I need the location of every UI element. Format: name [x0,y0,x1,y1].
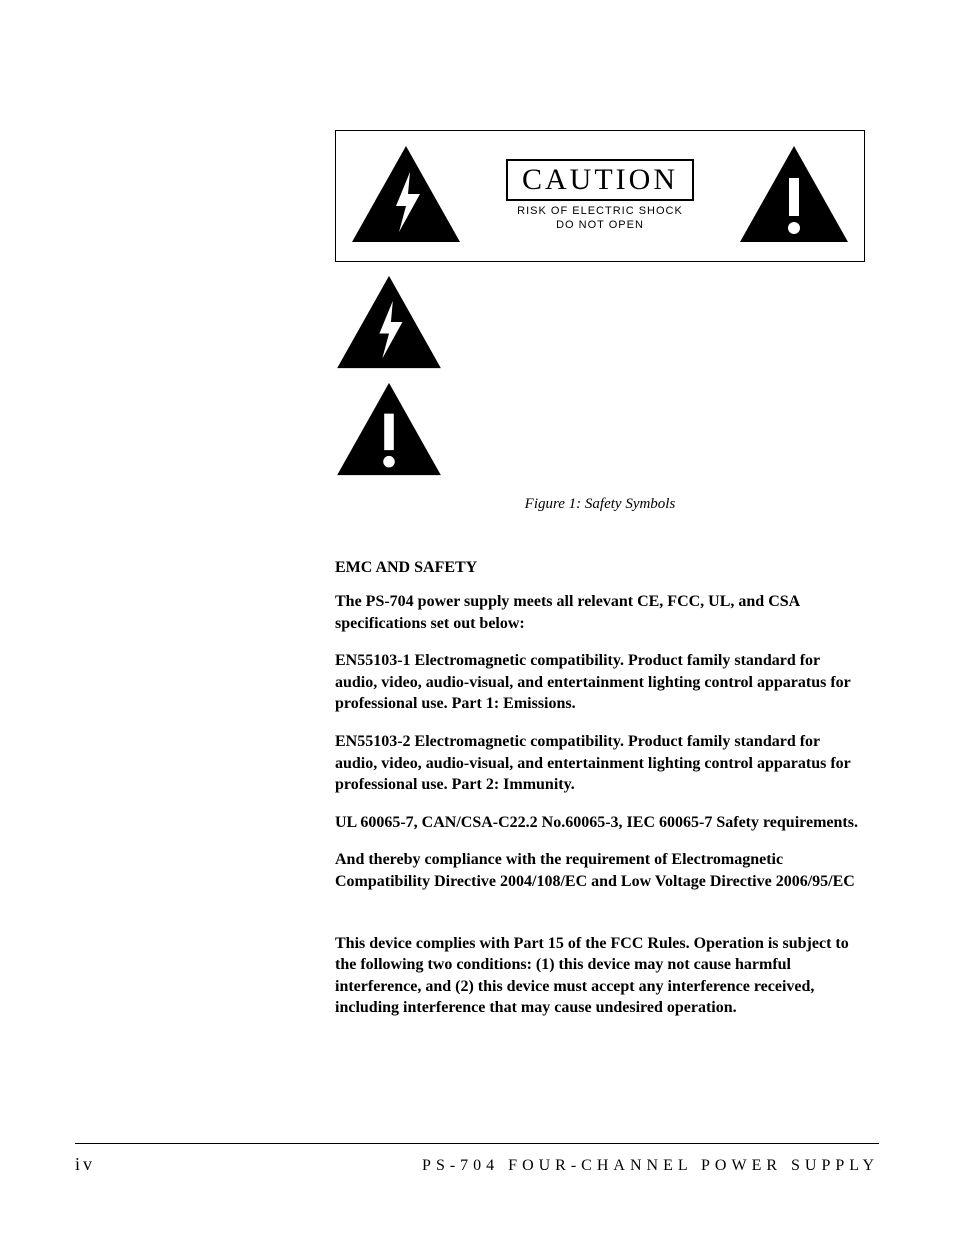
paragraph: The PS-704 power supply meets all releva… [335,591,865,634]
page-number: iv [75,1154,95,1175]
caution-sub-line1: RISK OF ELECTRIC SHOCK [517,205,683,217]
lightning-triangle-icon [335,274,865,375]
footer-title: PS-704 FOUR-CHANNEL POWER SUPPLY [422,1157,879,1175]
page-footer: iv PS-704 FOUR-CHANNEL POWER SUPPLY [75,1143,879,1175]
paragraph: UL 60065-7, CAN/CSA-C22.2 No.60065-3, IE… [335,812,865,834]
caution-subtitle: RISK OF ELECTRIC SHOCK DO NOT OPEN [517,205,683,233]
lightning-triangle-icon [350,144,462,249]
caution-sub-line2: DO NOT OPEN [556,219,644,231]
exclamation-triangle-icon [335,381,865,482]
safety-symbol-stack [335,274,865,482]
footer-rule [75,1143,879,1144]
caution-label-group: CAUTION RISK OF ELECTRIC SHOCK DO NOT OP… [506,159,694,233]
paragraph: EN55103-2 Electromagnetic compatibility.… [335,731,865,796]
caution-box: CAUTION RISK OF ELECTRIC SHOCK DO NOT OP… [335,130,865,262]
paragraph: EN55103-1 Electromagnetic compatibility.… [335,650,865,715]
paragraph: And thereby compliance with the requirem… [335,849,865,892]
paragraph: This device complies with Part 15 of the… [335,933,865,1019]
content-column: CAUTION RISK OF ELECTRIC SHOCK DO NOT OP… [335,130,865,1019]
figure-caption: Figure 1: Safety Symbols [335,496,865,513]
section-heading: EMC AND SAFETY [335,559,865,577]
exclamation-triangle-icon [738,144,850,249]
caution-title: CAUTION [506,159,694,201]
footer-row: iv PS-704 FOUR-CHANNEL POWER SUPPLY [75,1154,879,1175]
document-page: CAUTION RISK OF ELECTRIC SHOCK DO NOT OP… [0,0,954,1235]
